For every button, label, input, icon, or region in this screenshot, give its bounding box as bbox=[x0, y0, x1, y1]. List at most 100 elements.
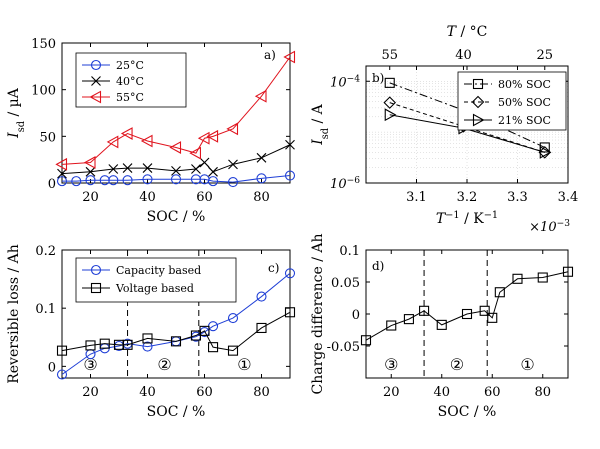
legend-marker bbox=[472, 113, 485, 127]
y-axis-label: Isd / µA bbox=[6, 87, 27, 139]
data-point bbox=[140, 134, 153, 148]
region-label: ③ bbox=[384, 355, 398, 374]
x-tick-label: 3.2 bbox=[457, 190, 478, 205]
chart-panel-a: 20 40 60 80 0 50 100 150 a) 25°C 40°C 55°C SOC / % Is… bbox=[6, 37, 296, 225]
data-point bbox=[122, 163, 133, 173]
legend-marker bbox=[471, 95, 485, 109]
data-point bbox=[57, 168, 67, 179]
data-point bbox=[142, 333, 153, 344]
region-label: ① bbox=[237, 355, 251, 374]
legend-marker bbox=[90, 59, 102, 71]
top-x-tick-label: 55 bbox=[381, 48, 398, 63]
data-point bbox=[494, 287, 505, 298]
legend-box bbox=[75, 257, 237, 303]
x-tick-label: 3.4 bbox=[558, 190, 579, 205]
y-tick-label: 0.1 bbox=[35, 302, 56, 317]
y-axis-label: Reversible loss / Ah bbox=[6, 244, 22, 384]
data-point bbox=[55, 157, 68, 171]
data-point bbox=[256, 291, 267, 302]
data-point bbox=[537, 272, 548, 283]
chart-panel-c: 20 40 60 80 0 0.1 0.2 ③ ② ① c) Capacity based Voltag… bbox=[6, 244, 296, 420]
data-point bbox=[199, 157, 210, 168]
data-point bbox=[170, 174, 182, 185]
data-point bbox=[284, 170, 296, 181]
region-label: ③ bbox=[83, 355, 97, 374]
y-axis-label: Charge difference / Ah bbox=[310, 234, 326, 395]
data-point bbox=[142, 341, 153, 352]
data-point bbox=[256, 173, 267, 184]
series-line bbox=[61, 144, 291, 175]
legend-entry: 40°C bbox=[116, 75, 144, 88]
y-tick-label: 0 bbox=[48, 177, 56, 192]
data-point bbox=[191, 164, 201, 174]
y-tick-label: 0.2 bbox=[35, 244, 56, 259]
x-tick-label: 80 bbox=[253, 385, 270, 400]
data-point bbox=[56, 176, 68, 187]
y-axis-label: Isd / A bbox=[310, 103, 331, 145]
y-tick-label: 0.05 bbox=[331, 276, 360, 291]
y-tick-label: 10−4 bbox=[330, 74, 360, 90]
legend-entry: 80% SOC bbox=[498, 78, 551, 91]
y-tick-label: -0.05 bbox=[327, 340, 360, 355]
x-tick-label: 20 bbox=[383, 385, 400, 400]
y-tick-label: 0 bbox=[48, 360, 56, 375]
panel-label: b) bbox=[372, 71, 384, 85]
y-tick-label: 0.1 bbox=[339, 244, 360, 259]
data-point bbox=[226, 122, 239, 136]
x-axis-label: T−1 / K−1 bbox=[436, 210, 498, 228]
data-point bbox=[170, 336, 182, 347]
region-label: ① bbox=[520, 355, 534, 374]
x-tick-label: 60 bbox=[196, 385, 213, 400]
data-point bbox=[562, 266, 574, 277]
x-tick-label: 20 bbox=[82, 385, 99, 400]
series-line bbox=[61, 311, 291, 352]
x-tick-label: 60 bbox=[196, 190, 213, 205]
y-tick-label: 50 bbox=[39, 130, 56, 145]
data-point bbox=[122, 339, 133, 350]
data-point bbox=[108, 175, 119, 186]
data-point bbox=[120, 127, 133, 140]
x-axis-label: SOC / % bbox=[147, 209, 206, 225]
plot-area bbox=[61, 249, 291, 379]
data-point bbox=[419, 305, 430, 316]
y-tick-label: 150 bbox=[31, 37, 56, 52]
x-tick-label: 40 bbox=[139, 385, 156, 400]
data-point bbox=[108, 164, 119, 174]
data-point bbox=[208, 166, 218, 177]
x-axis-label: SOC / % bbox=[147, 404, 206, 420]
top-x-axis-label: T / °C bbox=[447, 24, 488, 40]
data-point bbox=[479, 305, 490, 316]
x-tick-label: 80 bbox=[253, 190, 270, 205]
x-tick-label: 3.3 bbox=[507, 190, 528, 205]
region-label: ② bbox=[157, 355, 171, 374]
x-tick-label: 40 bbox=[139, 190, 156, 205]
data-point bbox=[208, 176, 219, 187]
data-point bbox=[71, 176, 82, 187]
data-point bbox=[403, 314, 414, 325]
panel-label: d) bbox=[372, 259, 384, 273]
y-tick-label: 0 bbox=[352, 308, 360, 323]
panel-label: c) bbox=[268, 261, 279, 275]
legend-entry: 21% SOC bbox=[498, 114, 551, 127]
data-point bbox=[142, 163, 153, 173]
chart-panel-b: 3.1 3.2 3.3 3.4 10−6 10−4 55 40 25 T / °C b) 80% SO… bbox=[310, 24, 578, 235]
panel-label: a) bbox=[264, 48, 276, 62]
top-x-tick-label: 25 bbox=[536, 48, 553, 63]
legend-entry: 25°C bbox=[116, 59, 144, 72]
data-point bbox=[384, 108, 397, 122]
data-point bbox=[228, 159, 238, 170]
data-point bbox=[142, 174, 153, 185]
legend-marker bbox=[472, 78, 484, 90]
x-tick-label: 40 bbox=[433, 385, 450, 400]
data-point bbox=[197, 131, 210, 145]
data-point bbox=[360, 335, 372, 346]
data-point bbox=[539, 145, 552, 159]
data-point bbox=[106, 135, 119, 149]
chart-panel-d: 20 40 60 80 -0.05 0 0.05 0.1 ③ ② ① d) SOC / % Charge … bbox=[310, 234, 574, 420]
plot-area bbox=[61, 42, 291, 184]
y-tick-label: 100 bbox=[31, 84, 56, 99]
legend-marker bbox=[91, 76, 101, 86]
legend-marker bbox=[89, 90, 102, 104]
data-point bbox=[169, 141, 182, 154]
